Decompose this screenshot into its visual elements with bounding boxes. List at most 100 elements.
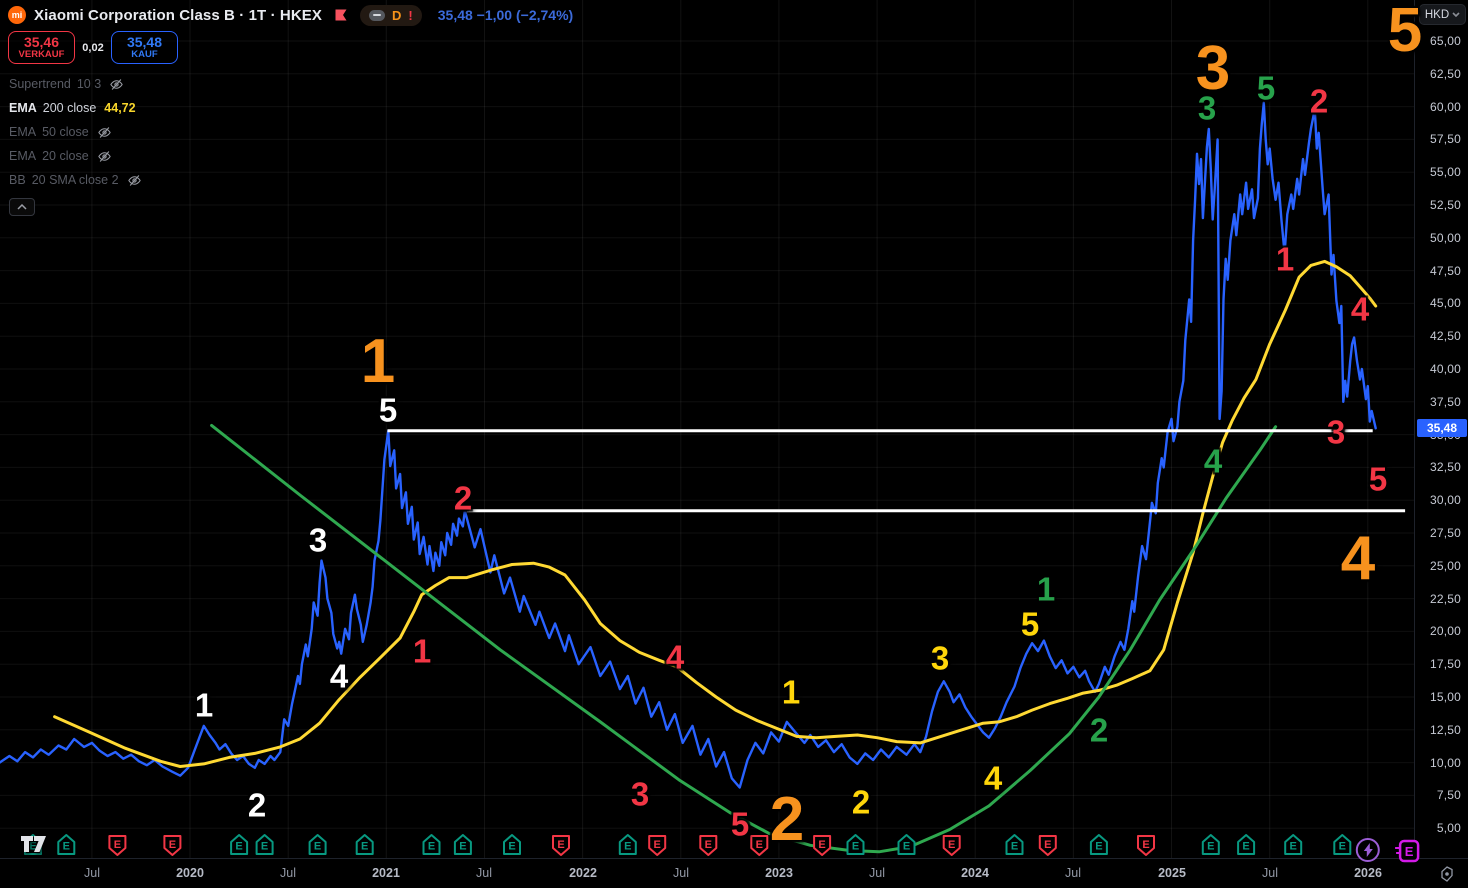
wave-label[interactable]: 5 bbox=[1256, 69, 1276, 107]
indicator-row-ema20[interactable]: EMA 20 close bbox=[9, 144, 142, 168]
earnings-icon-down[interactable]: E bbox=[108, 835, 127, 856]
earnings-icon-down[interactable]: E bbox=[1038, 835, 1057, 856]
price-axis[interactable]: HKD 35,48 65,00 62,50 60,00 57,50 55,00 52,50… bbox=[1414, 0, 1468, 858]
wave-label[interactable]: 5 bbox=[730, 805, 750, 843]
price-chart bbox=[0, 0, 1414, 858]
indicator-value: 44,72 bbox=[104, 101, 136, 115]
series-ema200[interactable] bbox=[53, 259, 1378, 768]
earnings-icon-up[interactable]: E bbox=[1005, 834, 1024, 855]
earnings-icon-up[interactable]: E bbox=[308, 834, 327, 855]
wave-label[interactable]: 3 bbox=[1197, 89, 1217, 127]
earnings-icon-up[interactable]: E bbox=[453, 834, 472, 855]
indicator-row-bb[interactable]: BB 20 SMA close 2 bbox=[9, 168, 142, 192]
wave-label[interactable]: 3 bbox=[1195, 34, 1231, 103]
wave-label[interactable]: 3 bbox=[630, 775, 650, 813]
wave-label[interactable]: 4 bbox=[665, 638, 685, 676]
wave-label[interactable]: 2 bbox=[1089, 711, 1109, 749]
wave-label[interactable]: 5 bbox=[378, 391, 398, 429]
time-axis[interactable]: Jul 2020 Jul 2021 Jul 2022 Jul 2023 Jul 2024 Jul 20… bbox=[0, 858, 1468, 888]
wave-label[interactable]: 4 bbox=[1350, 290, 1370, 328]
sell-button[interactable]: 35,46 VERKAUF bbox=[8, 31, 75, 64]
collapse-legend-button[interactable] bbox=[9, 198, 35, 216]
wave-label[interactable]: 3 bbox=[1326, 413, 1346, 451]
price-tick-label: 52,50 bbox=[1429, 198, 1461, 212]
earnings-icon-down[interactable]: E bbox=[942, 835, 961, 856]
eye-off-icon[interactable] bbox=[109, 77, 124, 92]
flag-icon[interactable] bbox=[334, 8, 348, 22]
indicator-name: EMA bbox=[9, 149, 37, 163]
series-trendline[interactable] bbox=[210, 423, 1278, 854]
earnings-icon-down[interactable]: E bbox=[813, 835, 832, 856]
wave-label[interactable]: 1 bbox=[1036, 570, 1056, 608]
earnings-icon-up[interactable]: E bbox=[1201, 834, 1220, 855]
earnings-icon-down[interactable]: E bbox=[552, 835, 570, 856]
earnings-icon-down[interactable]: E bbox=[163, 835, 182, 856]
wave-label[interactable]: 2 bbox=[769, 785, 805, 854]
wave-label[interactable]: 1 bbox=[194, 686, 214, 724]
earnings-icon-up[interactable]: E bbox=[57, 834, 76, 855]
scales-settings-icon[interactable] bbox=[1438, 865, 1456, 888]
buy-button[interactable]: 35,48 KAUF bbox=[111, 31, 178, 64]
wave-label[interactable]: 5 bbox=[1368, 460, 1388, 498]
wave-label[interactable]: 5 bbox=[1387, 0, 1423, 65]
earnings-icon-up[interactable]: E bbox=[1333, 834, 1352, 855]
tradingview-logo[interactable] bbox=[20, 833, 48, 860]
time-tick-label: 2023 bbox=[765, 866, 793, 880]
wave-label[interactable]: 4 bbox=[983, 759, 1003, 797]
time-tick-label: Jul bbox=[869, 866, 885, 880]
earnings-icon-down[interactable]: E bbox=[1137, 835, 1155, 856]
eye-off-icon[interactable] bbox=[127, 173, 142, 188]
wave-label[interactable]: 2 bbox=[851, 783, 871, 821]
time-tick-label: Jul bbox=[1262, 866, 1278, 880]
currency-selector[interactable]: HKD bbox=[1419, 4, 1466, 25]
upcoming-earnings-icon[interactable]: E bbox=[1395, 839, 1420, 863]
wave-label[interactable]: 1 bbox=[1275, 240, 1295, 278]
wave-label[interactable]: 1 bbox=[412, 632, 432, 670]
header: mi Xiaomi Corporation Class B · 1T · HKE… bbox=[8, 4, 573, 26]
time-tick-label: Jul bbox=[280, 866, 296, 880]
symbol-title[interactable]: Xiaomi Corporation Class B · 1T · HKEX bbox=[34, 6, 323, 24]
earnings-icon-up[interactable]: E bbox=[618, 834, 637, 855]
series-price[interactable] bbox=[0, 101, 1377, 789]
indicator-row-ema50[interactable]: EMA 50 close bbox=[9, 120, 142, 144]
earnings-icon-up[interactable]: E bbox=[1089, 834, 1108, 855]
wave-label[interactable]: 1 bbox=[781, 673, 801, 711]
svg-text:E: E bbox=[114, 839, 121, 851]
wave-label[interactable]: 2 bbox=[1309, 82, 1329, 120]
wave-label[interactable]: 2 bbox=[453, 479, 473, 517]
wave-label[interactable]: 3 bbox=[930, 639, 950, 677]
svg-text:E: E bbox=[459, 841, 466, 853]
svg-text:E: E bbox=[1339, 841, 1346, 853]
indicator-name: BB bbox=[9, 173, 26, 187]
earnings-icon-up[interactable]: E bbox=[1237, 834, 1256, 855]
wave-label[interactable]: 2 bbox=[247, 786, 267, 824]
event-bolt-icon[interactable] bbox=[1355, 838, 1380, 862]
price-tick-label: 22,50 bbox=[1429, 592, 1461, 606]
eye-off-icon[interactable] bbox=[97, 149, 112, 164]
wave-label[interactable]: 5 bbox=[1020, 605, 1040, 643]
price-tick-label: 45,00 bbox=[1429, 296, 1461, 310]
wave-label[interactable]: 1 bbox=[360, 327, 396, 396]
earnings-icon-up[interactable]: E bbox=[1284, 834, 1303, 855]
wave-label[interactable]: 4 bbox=[329, 657, 349, 695]
earnings-icon-up[interactable]: E bbox=[355, 834, 374, 855]
earnings-icon-down[interactable]: E bbox=[750, 835, 769, 856]
market-status-pill[interactable]: D ! bbox=[360, 4, 422, 26]
earnings-icon-up[interactable]: E bbox=[230, 834, 249, 855]
chevron-up-icon bbox=[17, 204, 27, 210]
earnings-icon-down[interactable]: E bbox=[648, 835, 667, 856]
wave-label[interactable]: 4 bbox=[1203, 442, 1223, 480]
indicator-row-ema200[interactable]: EMA 200 close 44,72 bbox=[9, 96, 142, 120]
earnings-icon-up[interactable]: E bbox=[897, 834, 916, 855]
earnings-icon-up[interactable]: E bbox=[846, 834, 865, 855]
earnings-icon-down[interactable]: E bbox=[699, 835, 718, 856]
earnings-icon-up[interactable]: E bbox=[255, 834, 274, 855]
wave-label[interactable]: 4 bbox=[1340, 524, 1376, 593]
svg-text:E: E bbox=[235, 841, 242, 853]
wave-label[interactable]: 3 bbox=[308, 521, 328, 559]
indicator-row-supertrend[interactable]: Supertrend 10 3 bbox=[9, 72, 142, 96]
chart-plot-area[interactable] bbox=[0, 0, 1414, 858]
earnings-icon-up[interactable]: E bbox=[422, 834, 441, 855]
eye-off-icon[interactable] bbox=[97, 125, 112, 140]
earnings-icon-up[interactable]: E bbox=[503, 834, 521, 855]
